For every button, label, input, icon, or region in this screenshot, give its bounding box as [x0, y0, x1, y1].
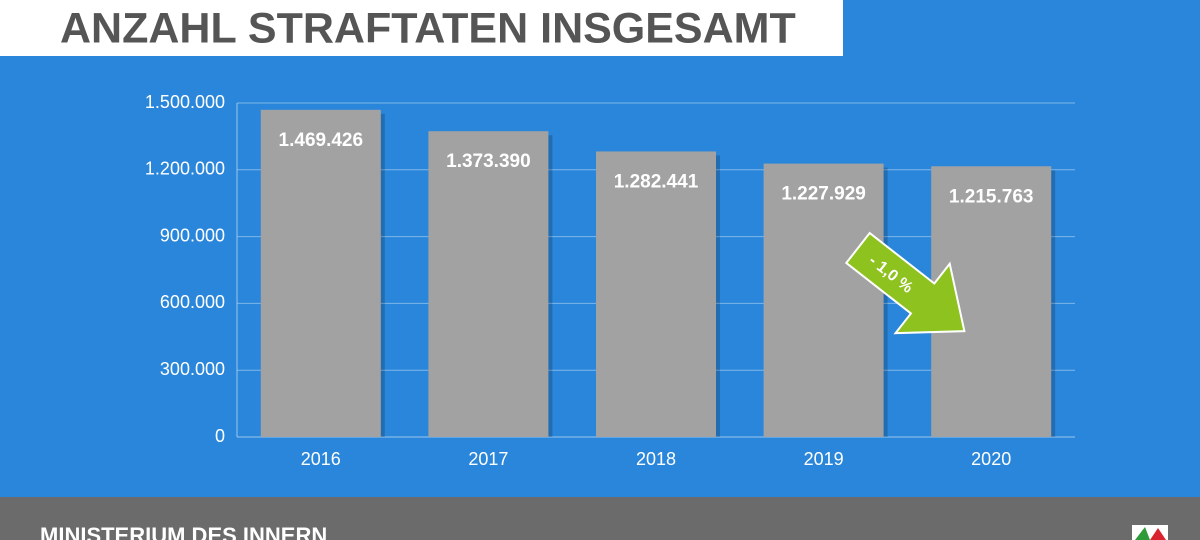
- footer-bar: [0, 497, 1200, 540]
- x-tick-label: 2019: [804, 449, 844, 469]
- x-tick-label: 2016: [301, 449, 341, 469]
- x-tick-label: 2018: [636, 449, 676, 469]
- logo: [1132, 525, 1168, 540]
- value-label: 1.469.426: [279, 130, 364, 151]
- logo-shape: [1150, 528, 1166, 540]
- y-tick-label: 900.000: [160, 225, 225, 245]
- chart-title: ANZAHL STRAFTATEN INSGESAMT: [60, 4, 796, 52]
- logo-shape: [1135, 527, 1150, 540]
- y-tick-label: 0: [215, 426, 225, 446]
- title-box: [0, 0, 843, 56]
- y-tick-label: 300.000: [160, 359, 225, 379]
- bar: [428, 131, 549, 437]
- footer-text: MINISTERIUM DES INNERN: [40, 523, 327, 540]
- bar: [596, 151, 716, 438]
- y-tick-label: 600.000: [160, 292, 225, 312]
- plot: 0 300.000 600.000 900.000 1.200.000 1.500.000…: [145, 92, 1075, 469]
- y-tick-label: 1.500.000: [145, 92, 225, 112]
- x-tick-label: 2020: [971, 449, 1011, 469]
- value-label: 1.215.763: [949, 186, 1034, 207]
- value-label: 1.227.929: [781, 184, 866, 205]
- value-label: 1.373.390: [446, 151, 531, 172]
- bar: [260, 109, 381, 438]
- bar: [763, 163, 884, 437]
- x-tick-label: 2017: [468, 449, 508, 469]
- value-label: 1.282.441: [614, 171, 699, 192]
- arrow-shape: [844, 231, 966, 335]
- y-tick-label: 1.200.000: [145, 159, 225, 179]
